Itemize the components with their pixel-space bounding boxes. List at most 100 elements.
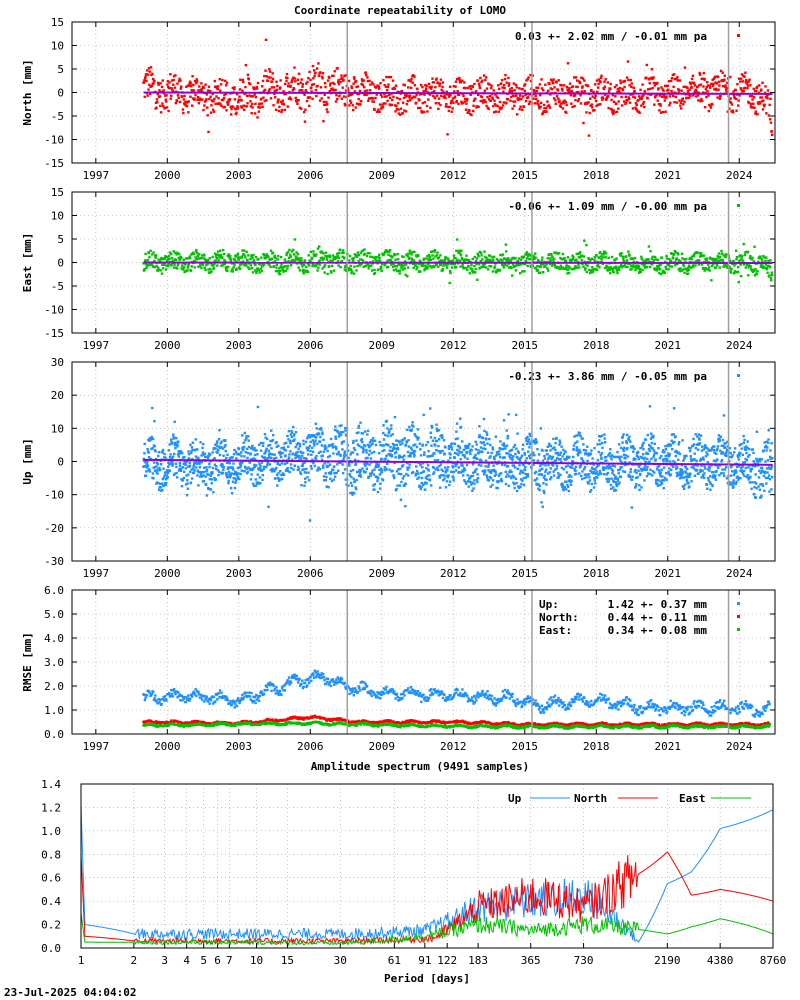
up-point: [145, 464, 148, 467]
east-point: [307, 262, 310, 266]
north-point: [446, 105, 450, 109]
north-point: [212, 110, 216, 113]
up-point: [422, 470, 426, 473]
up-point: [179, 449, 182, 453]
up-point: [475, 457, 479, 461]
north-point: [216, 102, 219, 105]
east-point: [263, 254, 267, 257]
north-point: [469, 93, 472, 97]
north-point: [718, 97, 721, 100]
up-point: [382, 438, 386, 441]
east-point: [186, 269, 189, 272]
north-point: [424, 87, 428, 90]
north-point: [169, 94, 173, 97]
north-point: [733, 96, 737, 100]
north-point: [275, 80, 278, 83]
north-point: [359, 100, 363, 103]
x-tick-label: 2018: [583, 169, 610, 182]
north-point: [352, 82, 355, 85]
up-point: [232, 462, 235, 465]
north-point: [508, 88, 512, 91]
up-point: [401, 477, 405, 480]
east-point: [183, 270, 186, 274]
y-tick-label: -5: [51, 280, 64, 293]
up-point: [566, 485, 570, 488]
up-point: [559, 460, 563, 464]
up-point: [544, 468, 548, 471]
up-point: [270, 439, 273, 443]
up-point: [444, 446, 447, 449]
east-point: [281, 268, 285, 271]
north-point: [444, 96, 447, 100]
east-point: [188, 256, 192, 259]
east-point: [391, 255, 394, 258]
up-point: [224, 444, 227, 447]
north-point: [662, 89, 665, 92]
east-point: [599, 251, 602, 254]
up-point: [382, 444, 385, 447]
up-point: [226, 467, 230, 470]
up-point: [395, 487, 398, 491]
east-point: [269, 249, 273, 252]
north-point: [169, 97, 172, 100]
north-point: [476, 79, 479, 82]
up-point: [541, 459, 545, 462]
east-point: [766, 264, 770, 268]
up-point: [335, 447, 338, 451]
east-point: [762, 254, 765, 258]
north-point: [491, 97, 495, 100]
north-point: [729, 101, 733, 104]
north-point: [468, 109, 471, 112]
north-point: [639, 88, 642, 92]
y-tick-label: -15: [44, 157, 64, 170]
east-point: [589, 258, 592, 262]
north-point: [161, 102, 164, 105]
east-point: [234, 268, 238, 272]
east-point: [328, 264, 331, 268]
up-point: [331, 442, 334, 446]
up-point: [186, 482, 189, 485]
up-point: [198, 475, 202, 478]
up-point: [425, 482, 428, 485]
east-point: [582, 265, 585, 268]
east-point: [401, 265, 404, 268]
north-point: [623, 85, 626, 89]
up-point: [240, 469, 243, 472]
y-axis-label: North [mm]: [21, 59, 34, 125]
east-point: [314, 254, 317, 258]
up-point: [542, 482, 545, 485]
up-point: [443, 452, 446, 455]
up-point: [543, 457, 547, 460]
north-point: [594, 99, 598, 103]
north-point: [495, 95, 498, 98]
north-point: [321, 77, 324, 80]
north-point: [195, 82, 198, 85]
north-point: [312, 82, 315, 86]
up-point: [516, 432, 519, 435]
north-point: [672, 94, 675, 98]
east-point: [207, 268, 210, 271]
east-point: [633, 265, 636, 269]
up-point: [350, 475, 353, 479]
up-point: [274, 477, 277, 480]
up-point: [514, 477, 518, 481]
up-point: [444, 466, 447, 469]
north-point: [643, 89, 646, 93]
east-point: [751, 270, 755, 274]
north-point: [410, 97, 414, 100]
north-point: [582, 121, 585, 125]
up-point: [183, 455, 186, 459]
east-point: [402, 255, 405, 259]
north-point: [633, 89, 636, 93]
north-point: [239, 78, 242, 81]
up-point: [397, 468, 400, 471]
north-point: [382, 102, 386, 105]
up-point: [389, 446, 392, 449]
north-point: [760, 88, 763, 91]
north-point: [590, 103, 594, 106]
east-point: [509, 260, 513, 263]
up-point: [297, 447, 300, 450]
up-point: [442, 439, 446, 442]
east-point: [499, 253, 502, 257]
north-point: [520, 97, 523, 101]
